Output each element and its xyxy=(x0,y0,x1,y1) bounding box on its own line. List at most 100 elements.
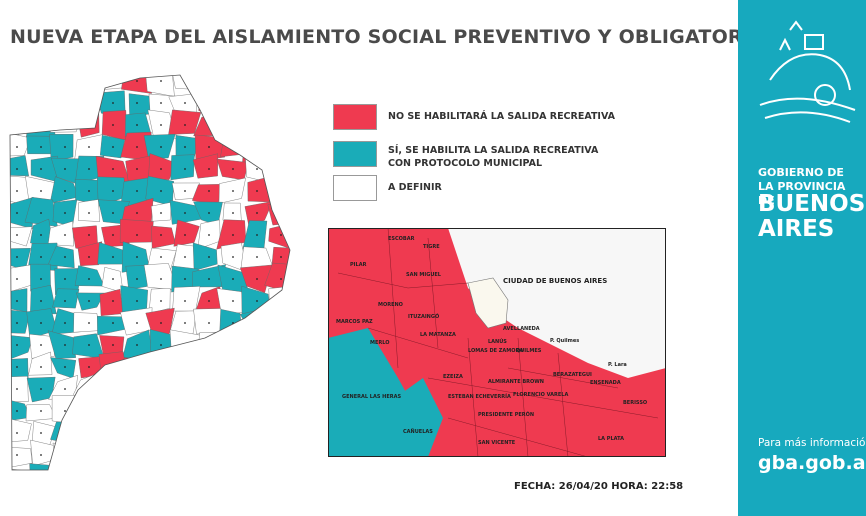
district-seat xyxy=(208,454,210,456)
district-seat xyxy=(112,432,114,434)
district xyxy=(244,465,274,470)
district xyxy=(292,309,300,331)
district-seat xyxy=(208,432,210,434)
district xyxy=(291,288,300,316)
district-border xyxy=(337,272,409,289)
district-seat xyxy=(112,168,114,170)
district-label: AVELLANEDA xyxy=(503,326,540,332)
district xyxy=(148,153,177,180)
district xyxy=(239,419,271,442)
district-seat xyxy=(160,432,162,434)
district-seat xyxy=(64,278,66,280)
district-seat xyxy=(256,344,258,346)
district-seat xyxy=(280,476,282,478)
district-seat xyxy=(184,80,186,82)
district xyxy=(192,264,226,288)
district-seat xyxy=(88,366,90,368)
district-label: BERAZATEGUI xyxy=(553,372,592,378)
website[interactable]: gba.gob.ar xyxy=(758,452,866,474)
district-seat xyxy=(64,366,66,368)
district-seat xyxy=(208,476,210,478)
district-seat xyxy=(16,344,18,346)
district xyxy=(121,378,150,402)
district xyxy=(26,111,56,138)
district-seat xyxy=(232,256,234,258)
district-seat xyxy=(88,454,90,456)
district-seat xyxy=(160,476,162,478)
district xyxy=(218,468,249,470)
district-border xyxy=(427,237,439,349)
district-seat xyxy=(16,322,18,324)
district xyxy=(196,377,224,399)
district-seat xyxy=(256,300,258,302)
district xyxy=(192,444,222,470)
district-seat xyxy=(64,344,66,346)
district xyxy=(172,441,199,468)
district-seat xyxy=(184,366,186,368)
district xyxy=(151,225,176,249)
district-seat xyxy=(184,432,186,434)
district-seat xyxy=(208,212,210,214)
district-seat xyxy=(136,80,138,82)
district-seat xyxy=(40,300,42,302)
district-seat xyxy=(88,190,90,192)
district xyxy=(270,465,290,470)
district-seat xyxy=(88,388,90,390)
district-seat xyxy=(160,410,162,412)
district-seat xyxy=(160,190,162,192)
district-seat xyxy=(16,476,18,478)
district-seat xyxy=(280,190,282,192)
district xyxy=(10,132,32,157)
district-seat xyxy=(160,234,162,236)
district-seat xyxy=(88,432,90,434)
district-seat xyxy=(184,212,186,214)
district-border xyxy=(467,337,479,457)
district xyxy=(194,465,225,470)
district xyxy=(293,419,300,442)
district xyxy=(263,137,290,161)
district-border xyxy=(367,327,469,359)
district-seat xyxy=(40,124,42,126)
district xyxy=(168,420,201,449)
district-seat xyxy=(160,168,162,170)
district-seat xyxy=(40,388,42,390)
district xyxy=(101,266,124,293)
district-seat xyxy=(184,344,186,346)
district xyxy=(77,199,100,222)
district-label: MARCOS PAZ xyxy=(336,319,373,325)
district-seat xyxy=(256,410,258,412)
district xyxy=(172,461,197,470)
district-seat xyxy=(208,190,210,192)
district xyxy=(289,462,290,470)
district-seat xyxy=(208,366,210,368)
district xyxy=(119,219,154,243)
district-seat xyxy=(112,366,114,368)
district-seat xyxy=(160,344,162,346)
district xyxy=(95,419,130,448)
city-label: CIUDAD DE BUENOS AIRES xyxy=(503,277,607,285)
district-label: LA PLATA xyxy=(598,436,624,442)
district-seat xyxy=(40,344,42,346)
district-seat xyxy=(136,344,138,346)
district-label: P. Lara xyxy=(608,362,627,368)
district xyxy=(292,373,300,397)
district xyxy=(265,440,290,464)
district-seat xyxy=(256,80,258,82)
district-border xyxy=(507,367,619,389)
district-seat xyxy=(112,388,114,390)
district-seat xyxy=(136,388,138,390)
district xyxy=(268,223,290,252)
district-seat xyxy=(280,102,282,104)
district-seat xyxy=(160,388,162,390)
district-seat xyxy=(232,366,234,368)
district-seat xyxy=(208,278,210,280)
district-label: P. Quilmes xyxy=(550,338,579,344)
district-seat xyxy=(232,168,234,170)
district xyxy=(293,246,300,271)
district-label: QUILMES xyxy=(516,348,542,354)
district-seat xyxy=(40,168,42,170)
district-seat xyxy=(64,168,66,170)
district-seat xyxy=(16,234,18,236)
district-seat xyxy=(232,300,234,302)
district xyxy=(30,284,57,315)
